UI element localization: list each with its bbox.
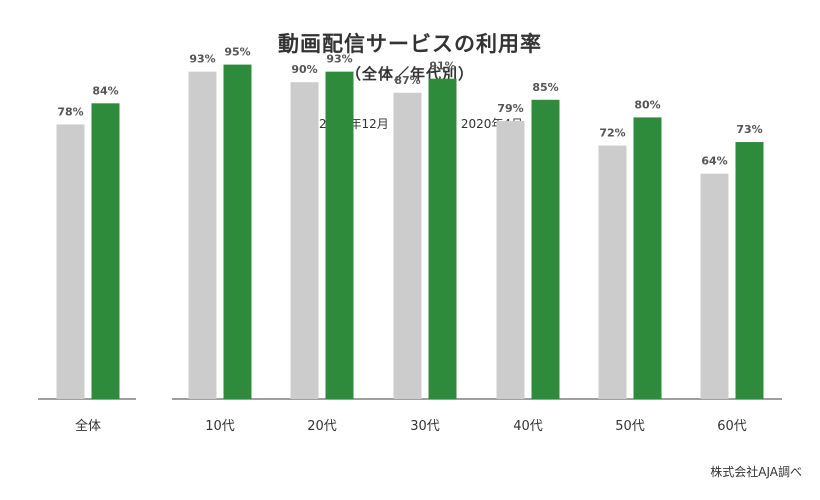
bar-2020-6 [735,142,764,400]
category-label-2: 20代 [307,419,337,434]
data-label-2019-5: 72% [599,127,625,140]
data-label-2020-0: 84% [92,84,118,97]
bar-2019-1 [188,71,217,399]
bar-2019-2 [290,82,319,399]
data-label-2019-2: 90% [291,63,317,76]
data-label-2019-4: 79% [497,102,523,115]
data-label-2019-6: 64% [701,155,727,168]
data-label-2019-1: 93% [189,53,215,66]
bar-2020-0 [91,103,120,399]
data-label-2020-2: 93% [326,53,352,66]
bar-2019-6 [700,173,729,399]
bar-2020-2 [325,71,354,399]
bar-2019-0 [56,124,85,399]
data-label-2020-3: 91% [429,60,455,73]
category-label-5: 50代 [615,419,645,434]
bar-2020-1 [223,64,252,399]
data-label-2019-3: 87% [394,74,420,87]
bar-2019-4 [496,120,525,400]
bar-2020-5 [633,117,662,400]
data-label-2020-4: 85% [532,81,558,94]
data-label-2019-0: 78% [57,105,83,118]
category-label-0: 全体 [75,418,101,434]
bar-2019-5 [598,145,627,399]
category-label-6: 60代 [717,419,747,434]
bar-2020-3 [428,78,457,400]
data-label-2020-6: 73% [736,123,762,136]
category-label-3: 30代 [410,419,440,434]
chart-subtitle: （全体／年代別） [345,65,474,83]
category-label-4: 40代 [513,419,543,434]
data-label-2020-5: 80% [634,98,660,111]
bar-2020-4 [531,99,560,400]
bar-2019-3 [393,92,422,399]
chart-title: 動画配信サービスの利用率 [278,32,542,56]
data-label-2020-1: 95% [224,46,250,59]
category-label-1: 10代 [205,419,235,434]
source-note: 株式会社AJA調べ [710,465,802,479]
